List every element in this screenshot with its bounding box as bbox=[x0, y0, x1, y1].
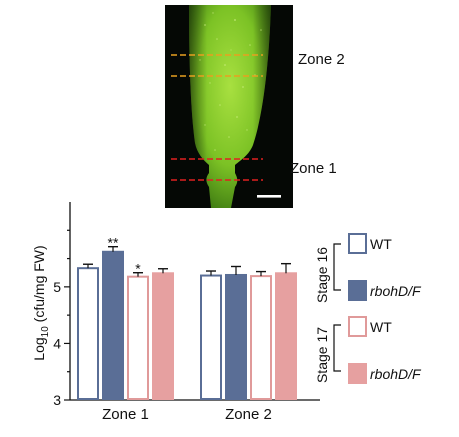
bar bbox=[200, 274, 222, 400]
bar bbox=[250, 275, 272, 401]
legend-swatch-wt-stage17 bbox=[348, 316, 367, 337]
significance-marker: ** bbox=[108, 235, 119, 251]
y-tick-label: 5 bbox=[53, 279, 61, 295]
legend-label-rbohdf-stage16: rbohD/F bbox=[370, 283, 422, 299]
bar bbox=[152, 272, 174, 400]
y-tick-label: 4 bbox=[53, 335, 61, 351]
bar bbox=[77, 267, 99, 400]
legend-label-wt-stage17: WT bbox=[370, 319, 392, 335]
legend-stage16-bracket bbox=[333, 243, 341, 291]
micrograph-image bbox=[171, 5, 281, 208]
legend-swatch-wt-stage16 bbox=[348, 233, 367, 254]
y-tick-label: 3 bbox=[53, 392, 61, 408]
bar bbox=[127, 275, 149, 400]
legend-swatch-rbohdf-stage17 bbox=[348, 363, 367, 384]
significance-marker: * bbox=[135, 261, 141, 277]
x-tick-label: Zone 1 bbox=[102, 406, 149, 423]
zone2-label: Zone 2 bbox=[298, 51, 345, 68]
legend-label-wt-stage16: WT bbox=[370, 236, 392, 252]
tissue-shading bbox=[189, 5, 271, 208]
bar bbox=[275, 272, 297, 400]
legend-stage17-label: Stage 17 bbox=[314, 327, 330, 383]
scale-bar bbox=[257, 195, 281, 198]
bar bbox=[102, 250, 124, 400]
tissue-speckles bbox=[199, 12, 262, 151]
zone1-label: Zone 1 bbox=[290, 160, 337, 177]
y-axis-label: Log10 (cfu/mg FW) bbox=[31, 245, 51, 360]
legend-stage17-bracket bbox=[333, 324, 341, 372]
x-tick-label: Zone 2 bbox=[225, 406, 272, 423]
micrograph-panel bbox=[165, 5, 293, 208]
legend-stage16-label: Stage 16 bbox=[314, 247, 330, 303]
legend-label-rbohdf-stage17: rbohD/F bbox=[370, 366, 422, 382]
legend-swatch-rbohdf-stage16 bbox=[348, 280, 367, 301]
legend: Stage 16 WT rbohD/F Stage 17 WT rbohD/F bbox=[314, 233, 422, 384]
bar bbox=[225, 273, 247, 400]
